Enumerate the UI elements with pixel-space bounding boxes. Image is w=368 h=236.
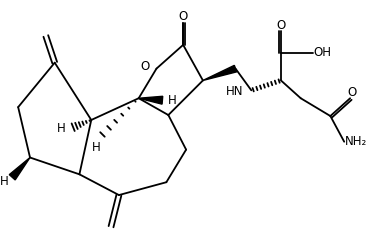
Text: O: O [347, 86, 357, 99]
Polygon shape [203, 65, 237, 80]
Text: H: H [57, 122, 66, 135]
Polygon shape [139, 96, 163, 104]
Text: H: H [0, 175, 9, 188]
Text: O: O [178, 10, 188, 23]
Text: NH₂: NH₂ [345, 135, 367, 148]
Text: O: O [276, 19, 286, 32]
Text: HN: HN [226, 85, 243, 98]
Polygon shape [9, 157, 30, 180]
Text: O: O [140, 60, 149, 73]
Text: H: H [92, 141, 100, 154]
Text: OH: OH [314, 46, 332, 59]
Text: H: H [168, 94, 177, 107]
